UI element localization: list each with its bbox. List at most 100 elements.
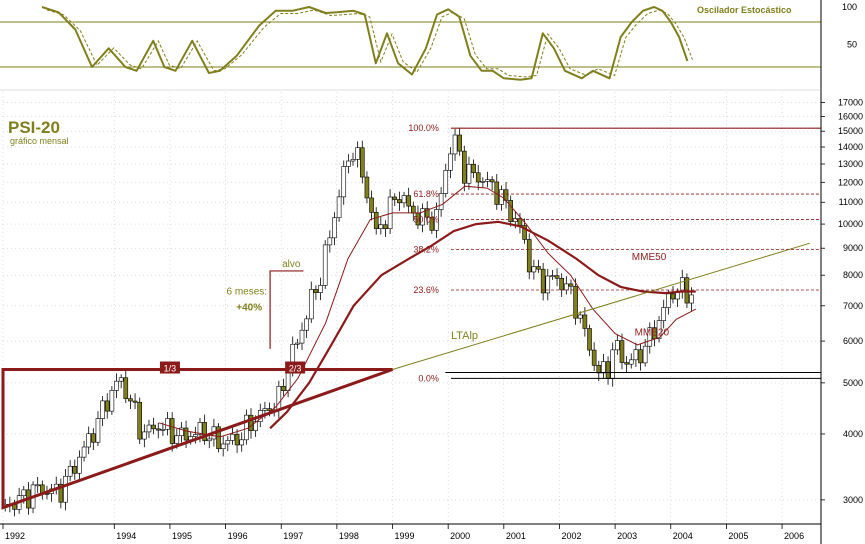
candle-body [225,440,231,445]
candle-body [628,359,634,365]
candle-body [485,179,490,182]
x-tick-label: 1998 [339,531,359,541]
candle-body [378,224,384,229]
fib-level-label: 38.2% [413,244,439,254]
y-tick-label: 14000 [838,142,863,152]
fib-level-label: 61.8% [413,189,439,199]
candle-body [183,427,189,441]
candle-body [77,456,82,474]
candle-body [615,340,620,351]
fib-level-label: 100.0% [408,123,439,133]
candle-body [656,320,662,340]
candle-body [67,466,73,477]
x-tick-label: 2002 [561,531,581,541]
candle-body [624,362,629,365]
chart-subtitle: gráfico mensal [10,136,69,146]
oscillator-title: Oscilador Estocástico [697,5,792,15]
y-tick-label: 9000 [843,243,863,253]
candle-body [392,196,398,200]
candle-body [471,163,476,174]
candle-body [489,179,495,183]
candle-body [601,361,606,374]
candle-body [359,147,365,178]
candle-body [619,340,625,363]
candle-body [220,443,226,450]
y-tick-label: 4000 [843,429,863,439]
one-third-label: 1/3 [164,364,177,374]
candle-body [531,266,537,273]
candle-body [666,293,671,308]
candle-body [216,426,221,450]
candle-body [155,428,161,431]
candle-body [327,237,333,246]
target-bracket [269,270,304,349]
candle-body [299,329,305,344]
candle-body [202,422,207,442]
oscillator-tick-label: 100 [842,2,857,12]
candle-body [230,433,235,441]
candle-body [420,208,425,226]
candle-body [443,170,449,194]
candle-body [35,484,40,487]
candlesticks [2,127,694,517]
candle-body [123,377,129,399]
x-tick-label: 2005 [728,531,748,541]
candle-body [72,466,78,474]
candle-body [364,176,370,199]
oscillator-k-line [41,6,689,81]
candle-body [244,414,249,441]
y-tick-label: 12000 [838,177,863,187]
candle-body [587,328,592,351]
candle-body [554,275,560,279]
chart-title: PSI-20 [8,118,60,137]
candle-body [114,380,119,391]
y-tick-label: 3000 [843,495,863,505]
candle-body [661,307,667,321]
candle-body [206,438,212,442]
candle-body [452,134,458,155]
candle-body [146,424,152,433]
overlays: MME50 MME20 1/3 2/3 LTAlp alvo 6 meses: +40% 100… [1,123,821,510]
candle-body [424,208,430,218]
y-tick-label: 11000 [839,197,863,207]
candle-body [100,400,105,419]
candle-body [383,224,388,229]
fib-level-label: 23.6% [413,285,439,295]
candle-body [179,427,184,437]
candle-body [81,446,87,458]
candle-body [429,216,435,231]
candle-body [647,327,653,347]
candle-body [513,218,518,222]
candle-body [582,314,588,329]
candle-body [434,209,439,231]
moving-averages [158,185,697,438]
candle-body [281,385,286,391]
candle-body [406,195,411,207]
candle-body [322,244,328,286]
candle-body [332,217,337,239]
candle-body [596,365,602,374]
candle-body [295,342,300,345]
candle-body [466,163,472,184]
y-tick-label: 17000 [838,98,863,108]
candle-body [104,400,110,412]
x-tick-label: 1995 [172,531,192,541]
candle-body [276,385,282,411]
candle-body [475,172,481,183]
candle-body [197,422,203,435]
candle-body [304,318,309,331]
candle-body [350,159,356,162]
candle-body [341,166,347,198]
candle-body [308,289,314,320]
candle-body [234,433,240,446]
candle-body [540,268,546,294]
y-tick-label: 6000 [843,336,863,346]
candle-body [95,418,101,443]
candle-body [438,193,444,210]
candle-body [536,266,541,270]
candle-body [508,200,513,222]
candle-body [63,475,68,503]
candle-body [128,398,133,402]
candle-body [591,349,597,366]
candle-body [193,434,198,437]
